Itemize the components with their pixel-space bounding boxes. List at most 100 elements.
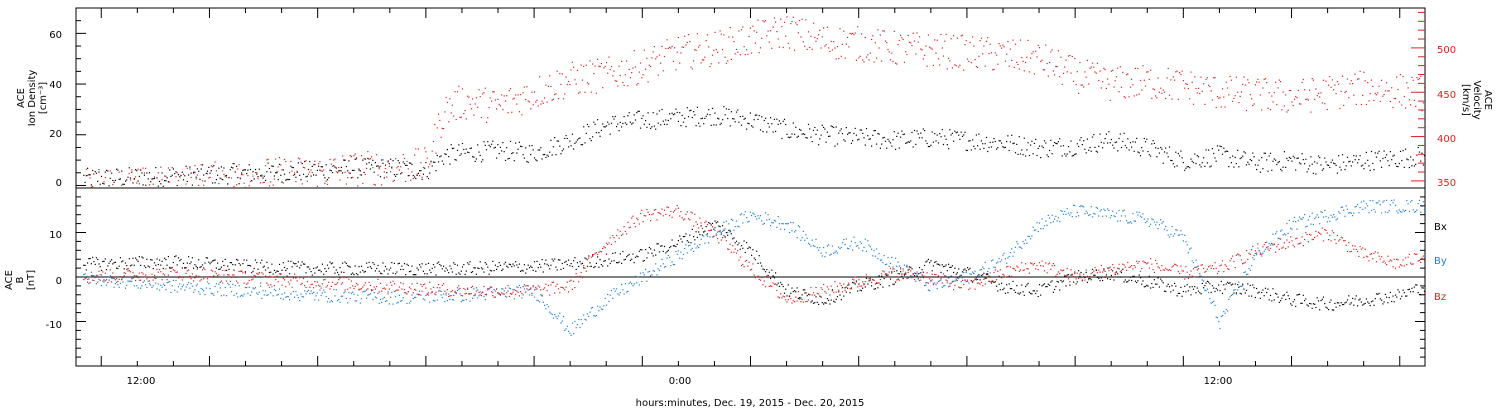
bottom-data-point-Bx xyxy=(372,262,374,264)
top-data-point-black xyxy=(916,130,918,132)
top-data-point-red xyxy=(177,180,180,182)
top-data-point-black xyxy=(480,161,483,163)
top-data-point-black xyxy=(1325,161,1327,163)
bottom-data-point-Bx xyxy=(651,252,653,254)
bottom-data-point-By xyxy=(411,294,413,296)
top-data-point-black xyxy=(169,169,171,171)
top-data-point-black xyxy=(1089,146,1091,149)
top-data-point-red xyxy=(1056,66,1058,68)
bottom-data-point-Bx xyxy=(402,268,404,271)
bottom-data-point-By xyxy=(1369,200,1371,202)
top-data-point-black xyxy=(860,129,863,131)
top-data-point-red xyxy=(201,180,204,182)
top-data-point-black xyxy=(94,171,96,173)
bottom-data-point-Bx xyxy=(621,262,623,264)
bottom-data-point-By xyxy=(1115,212,1118,214)
bottom-data-point-By xyxy=(242,295,244,297)
top-data-point-red xyxy=(1275,81,1277,83)
bottom-data-point-By xyxy=(382,298,384,300)
top-data-point-black xyxy=(432,161,435,163)
bottom-data-point-By xyxy=(263,294,265,296)
top-data-point-black xyxy=(1304,163,1306,165)
top-data-point-red xyxy=(507,112,509,114)
bottom-data-point-Bx xyxy=(1330,299,1332,301)
bottom-data-point-By xyxy=(1269,244,1272,246)
bottom-data-point-Bx xyxy=(1418,294,1421,296)
top-data-point-red xyxy=(997,63,999,65)
top-data-point-black xyxy=(329,169,331,171)
bottom-data-point-By xyxy=(833,252,835,254)
bottom-data-point-Bx xyxy=(677,240,679,242)
top-data-point-red xyxy=(526,86,528,88)
bottom-data-point-By xyxy=(979,269,981,271)
bottom-data-point-By xyxy=(1179,234,1181,236)
top-data-point-black xyxy=(1165,147,1167,149)
bottom-data-point-By xyxy=(935,284,937,286)
top-data-point-red xyxy=(214,161,216,163)
top-data-point-red xyxy=(1004,60,1006,62)
bottom-data-point-By xyxy=(580,319,582,321)
top-data-point-black xyxy=(225,174,228,177)
bottom-data-point-By xyxy=(777,216,779,218)
bottom-data-point-By xyxy=(647,271,649,273)
bottom-data-point-Bx xyxy=(289,273,291,275)
top-data-point-black xyxy=(708,109,710,111)
bottom-data-point-Bx xyxy=(406,263,408,265)
bottom-data-point-Bx xyxy=(968,269,970,271)
bottom-data-point-Bx xyxy=(835,298,837,300)
bottom-data-point-Bz xyxy=(742,263,744,265)
top-data-point-red xyxy=(420,162,422,164)
bottom-data-point-Bz xyxy=(546,290,548,292)
bottom-data-point-Bz xyxy=(123,272,125,274)
bottom-data-point-Bz xyxy=(628,227,630,229)
top-data-point-black xyxy=(181,171,183,173)
bottom-data-point-Bx xyxy=(589,262,591,264)
bottom-data-point-By xyxy=(924,284,926,287)
bottom-data-point-Bz xyxy=(687,218,690,220)
top-data-point-red xyxy=(700,62,702,64)
top-data-point-black xyxy=(968,140,970,142)
bottom-data-point-By xyxy=(969,273,971,275)
top-data-point-red xyxy=(931,48,933,50)
top-data-point-red xyxy=(855,59,857,61)
bottom-data-point-Bz xyxy=(165,268,167,270)
top-data-point-black xyxy=(531,145,533,147)
bottom-data-point-Bz xyxy=(353,288,355,290)
bottom-data-point-Bx xyxy=(1293,299,1296,301)
top-data-point-red xyxy=(1013,66,1015,68)
top-data-point-red xyxy=(436,127,438,129)
top-data-point-black xyxy=(1018,136,1020,138)
bottom-data-point-Bx xyxy=(1334,302,1336,304)
bottom-data-point-Bz xyxy=(177,277,180,279)
top-data-point-black xyxy=(482,159,484,161)
top-data-point-black xyxy=(1277,161,1279,164)
top-data-point-black xyxy=(513,160,515,162)
bottom-data-point-By xyxy=(368,294,370,296)
bottom-data-point-Bz xyxy=(704,221,706,224)
bottom-data-point-Bx xyxy=(631,258,633,260)
bottom-data-point-Bx xyxy=(393,262,395,264)
top-data-point-red xyxy=(629,77,631,79)
bottom-data-point-Bx xyxy=(768,271,770,273)
bottom-data-point-Bx xyxy=(420,266,422,268)
bottom-data-point-Bx xyxy=(1209,283,1211,285)
bottom-data-point-Bx xyxy=(412,274,414,276)
bottom-data-point-Bx xyxy=(456,264,459,266)
bottom-data-point-By xyxy=(499,294,501,296)
bottom-data-point-Bz xyxy=(215,272,217,275)
top-data-point-red xyxy=(367,151,369,153)
bottom-data-point-Bx xyxy=(737,244,739,246)
top-data-point-black xyxy=(1141,147,1143,149)
bottom-data-point-By xyxy=(658,269,661,272)
top-data-point-black xyxy=(541,158,543,160)
bottom-data-point-By xyxy=(358,289,360,291)
top-data-point-black xyxy=(1416,154,1418,156)
top-data-point-red xyxy=(1089,67,1091,69)
top-data-point-red xyxy=(1398,101,1400,103)
bottom-data-point-Bz xyxy=(863,284,865,286)
top-data-point-red xyxy=(878,47,880,49)
bottom-data-point-Bx xyxy=(1095,269,1097,272)
top-data-point-red xyxy=(1307,99,1309,101)
bottom-data-point-By xyxy=(742,222,744,224)
